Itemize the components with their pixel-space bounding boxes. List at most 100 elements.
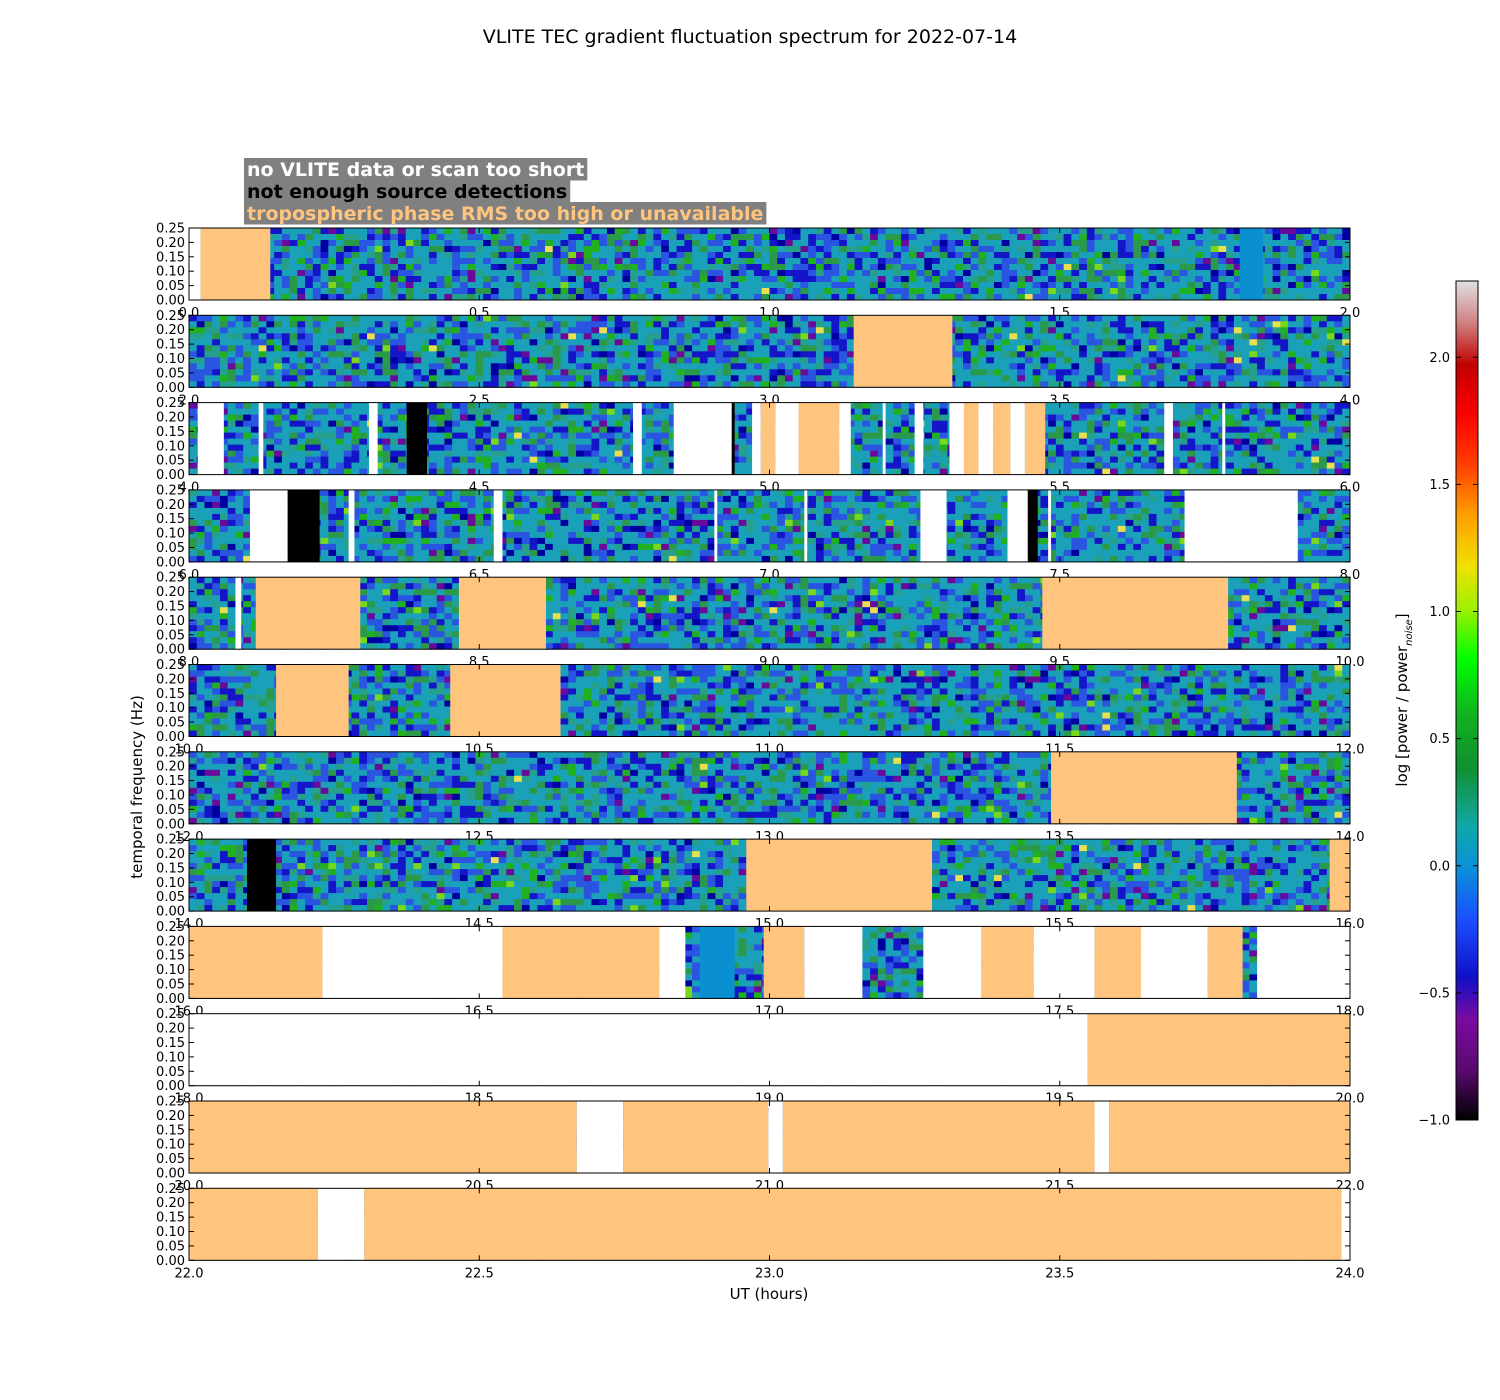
spectrum-cell [375, 246, 383, 252]
spectrum-cell [266, 345, 274, 351]
spectrum-cell [653, 294, 661, 300]
spectrum-cell [1149, 258, 1157, 264]
spectrum-cell [731, 246, 739, 252]
spectrum-cell [886, 252, 894, 258]
spectrum-cell [715, 339, 723, 345]
spectrum-cell [1087, 252, 1095, 258]
spectrum-cell [483, 228, 491, 234]
spectrum-cell [468, 375, 476, 381]
spectrum-cell [1304, 294, 1312, 300]
spectrum-cell [189, 315, 197, 321]
spectrum-cell [715, 381, 723, 387]
spectrum-cell [808, 234, 816, 240]
spectrum-cell [646, 288, 654, 294]
spectrum-cell [390, 258, 398, 264]
spectrum-cell [1311, 264, 1319, 270]
spectrum-cell [1304, 258, 1312, 264]
spectrum-cell [800, 234, 808, 240]
spectrum-cell [924, 264, 932, 270]
spectrum-cell [375, 357, 383, 363]
spectrum-cell [708, 327, 716, 333]
spectrum-cell [220, 381, 228, 387]
spectrum-cell [646, 252, 654, 258]
spectrum-cell [475, 252, 483, 258]
spectrum-cell [235, 351, 243, 357]
spectrum-cell [499, 315, 507, 321]
spectrum-cell [816, 246, 824, 252]
spectrum-cell [297, 294, 305, 300]
spectrum-cell [622, 234, 630, 240]
spectrum-cell [197, 321, 205, 327]
spectrum-cell [630, 264, 638, 270]
spectrum-cell [831, 270, 839, 276]
spectrum-cell [886, 234, 894, 240]
spectrum-cell [352, 282, 360, 288]
spectrum-cell [986, 294, 994, 300]
spectrum-cell [646, 345, 654, 351]
spectrum-cell [630, 228, 638, 234]
spectrum-cell [522, 333, 530, 339]
spectrum-cell [808, 252, 816, 258]
spectrum-cell [692, 294, 700, 300]
spectrum-cell [1040, 252, 1048, 258]
spectrum-cell [986, 282, 994, 288]
spectrum-cell [831, 228, 839, 234]
spectrum-cell [375, 333, 383, 339]
spectrum-cell [305, 351, 313, 357]
spectrum-cell [266, 357, 274, 363]
spectrum-cell [1187, 294, 1195, 300]
spectrum-cell [831, 282, 839, 288]
spectrum-cell [622, 333, 630, 339]
spectrum-cell [917, 246, 925, 252]
spectrum-cell [568, 282, 576, 288]
spectrum-cell [886, 294, 894, 300]
spectrum-cell [576, 240, 584, 246]
spectrum-cell [661, 270, 669, 276]
spectrum-cell [746, 345, 754, 351]
spectrum-cell [1265, 234, 1273, 240]
spectrum-cell [568, 252, 576, 258]
spectrum-cell [762, 246, 770, 252]
spectrum-cell [444, 333, 452, 339]
spectrum-cell [653, 252, 661, 258]
spectrum-cell [383, 369, 391, 375]
spectrum-cell [228, 333, 236, 339]
spectrum-cell [568, 288, 576, 294]
spectrum-cell [739, 252, 747, 258]
spectrum-cell [483, 282, 491, 288]
spectrum-cell [321, 270, 329, 276]
spectrum-cell [754, 240, 762, 246]
spectrum-cell [715, 252, 723, 258]
spectrum-cell [785, 321, 793, 327]
spectrum-cell [878, 288, 886, 294]
spectrum-cell [731, 282, 739, 288]
spectrum-cell [367, 276, 375, 282]
spectrum-cell [282, 294, 290, 300]
spectrum-cell [530, 276, 538, 282]
spectrum-cell [568, 258, 576, 264]
spectrum-cell [731, 252, 739, 258]
spectrum-cell [607, 234, 615, 240]
spectrum-cell [1335, 240, 1343, 246]
spectrum-cell [1164, 228, 1172, 234]
spectrum-cell [413, 228, 421, 234]
spectrum-cell [638, 240, 646, 246]
spectrum-cell [197, 357, 205, 363]
spectrum-cell [514, 345, 522, 351]
spectrum-cell [576, 381, 584, 387]
spectrum-cell [692, 369, 700, 375]
spectrum-cell [607, 357, 615, 363]
spectrum-cell [762, 351, 770, 357]
spectrum-cell [924, 234, 932, 240]
spectrum-cell [1296, 228, 1304, 234]
spectrum-cell [1056, 276, 1064, 282]
spectrum-cell [313, 264, 321, 270]
spectrum-cell [1211, 252, 1219, 258]
spectrum-cell [189, 345, 197, 351]
spectrum-cell [367, 327, 375, 333]
spectrum-cell [762, 294, 770, 300]
spectrum-cell [777, 339, 785, 345]
spectrum-cell [553, 288, 561, 294]
spectrum-cell [723, 276, 731, 282]
spectrum-cell [444, 381, 452, 387]
